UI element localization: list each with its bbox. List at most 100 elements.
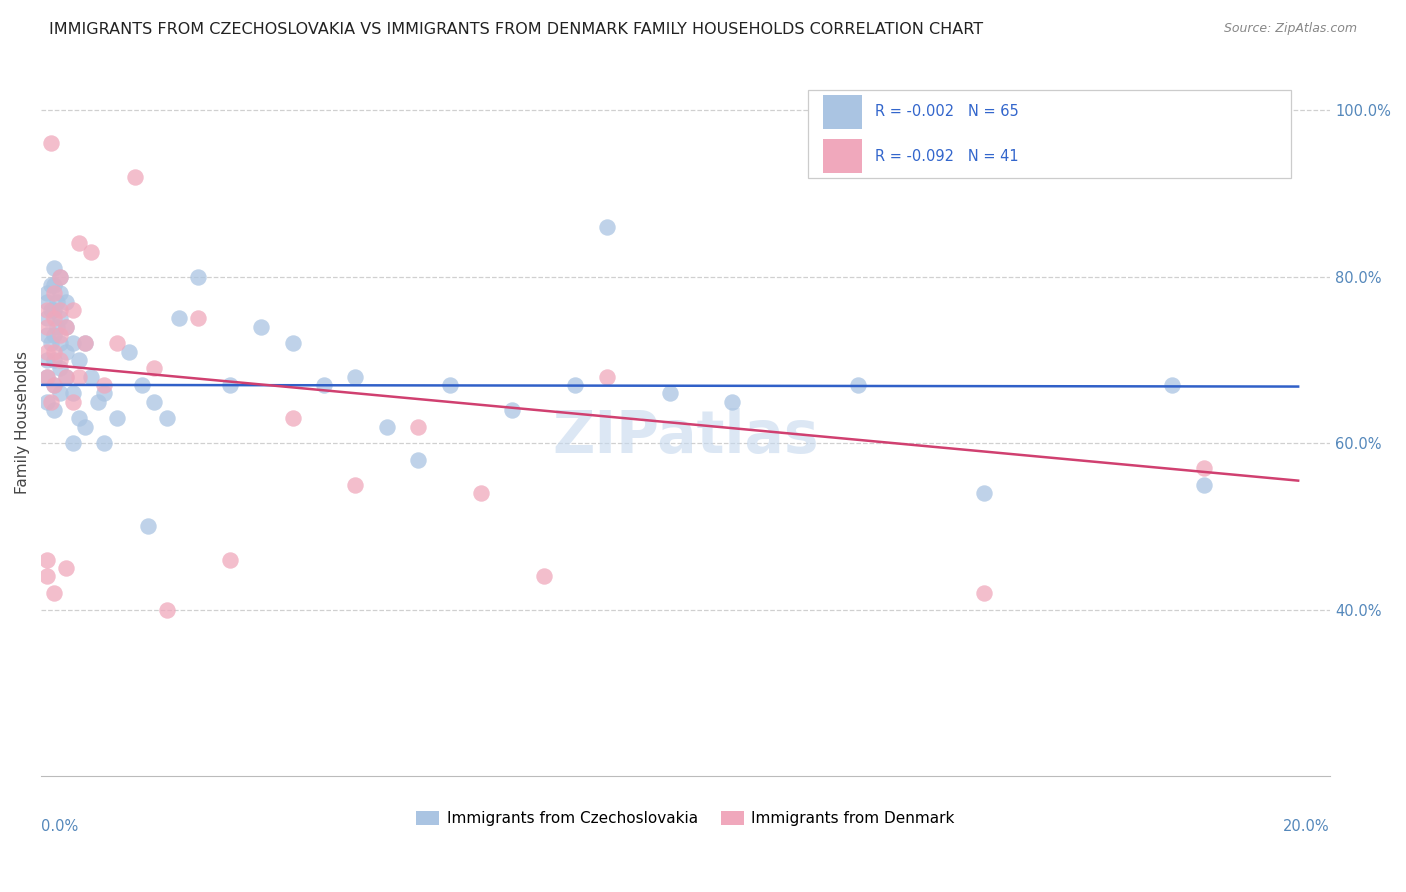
Point — [55, 369, 77, 384]
Point — [49, 302, 72, 317]
Point — [39, 136, 62, 151]
Point — [37, 394, 59, 409]
Point — [118, 344, 141, 359]
Point — [42, 286, 65, 301]
Point — [55, 294, 77, 309]
Point — [533, 569, 555, 583]
Point — [62, 386, 84, 401]
Point — [187, 269, 209, 284]
Point — [37, 319, 59, 334]
Point — [67, 236, 90, 251]
Point — [49, 352, 72, 367]
Point — [312, 377, 335, 392]
Point — [42, 261, 65, 276]
Point — [156, 411, 179, 425]
Point — [846, 377, 869, 392]
Point — [55, 369, 77, 384]
Point — [42, 311, 65, 326]
Text: 0.0%: 0.0% — [41, 819, 79, 834]
Point — [187, 311, 209, 326]
Point — [131, 377, 153, 392]
Point — [37, 369, 59, 384]
Point — [596, 219, 619, 234]
Point — [169, 311, 191, 326]
Point — [250, 319, 273, 334]
Point — [39, 336, 62, 351]
Point — [49, 361, 72, 376]
Point — [375, 419, 398, 434]
Point — [37, 294, 59, 309]
Point — [406, 419, 429, 434]
Point — [564, 377, 586, 392]
Point — [596, 369, 619, 384]
Point — [75, 336, 97, 351]
Point — [37, 344, 59, 359]
Text: R = -0.002   N = 65: R = -0.002 N = 65 — [875, 104, 1018, 120]
Point — [39, 394, 62, 409]
Point — [37, 302, 59, 317]
Text: R = -0.092   N = 41: R = -0.092 N = 41 — [875, 149, 1018, 163]
Point — [143, 361, 166, 376]
Point — [67, 411, 90, 425]
FancyBboxPatch shape — [823, 95, 862, 128]
Point — [1161, 377, 1184, 392]
Point — [37, 369, 59, 384]
Point — [62, 336, 84, 351]
Point — [45, 319, 67, 334]
Point — [80, 369, 103, 384]
Point — [62, 394, 84, 409]
Point — [42, 302, 65, 317]
Point — [281, 336, 304, 351]
Point — [39, 302, 62, 317]
Text: IMMIGRANTS FROM CZECHOSLOVAKIA VS IMMIGRANTS FROM DENMARK FAMILY HOUSEHOLDS CORR: IMMIGRANTS FROM CZECHOSLOVAKIA VS IMMIGR… — [49, 22, 983, 37]
Point — [37, 569, 59, 583]
Point — [55, 344, 77, 359]
Point — [49, 269, 72, 284]
Point — [136, 519, 159, 533]
Point — [42, 352, 65, 367]
Point — [406, 452, 429, 467]
Point — [55, 319, 77, 334]
Point — [37, 311, 59, 326]
Point — [75, 336, 97, 351]
Point — [439, 377, 461, 392]
Text: 20.0%: 20.0% — [1282, 819, 1330, 834]
Point — [67, 369, 90, 384]
Point — [55, 561, 77, 575]
Point — [344, 369, 367, 384]
Point — [49, 286, 72, 301]
Point — [62, 436, 84, 450]
Point — [973, 586, 995, 600]
Point — [93, 377, 115, 392]
Point — [75, 419, 97, 434]
Point — [658, 386, 681, 401]
Point — [721, 394, 744, 409]
Point — [218, 552, 240, 566]
Point — [470, 486, 492, 500]
Point — [49, 386, 72, 401]
Point — [67, 352, 90, 367]
Point — [502, 402, 524, 417]
Point — [49, 269, 72, 284]
Point — [105, 411, 128, 425]
Point — [143, 394, 166, 409]
Legend: Immigrants from Czechoslovakia, Immigrants from Denmark: Immigrants from Czechoslovakia, Immigran… — [411, 805, 960, 832]
Point — [37, 286, 59, 301]
Point — [86, 394, 108, 409]
Point — [37, 552, 59, 566]
Point — [62, 302, 84, 317]
Point — [42, 377, 65, 392]
Point — [156, 602, 179, 616]
Text: ZIPatlas: ZIPatlas — [553, 408, 818, 465]
Point — [42, 402, 65, 417]
Point — [42, 586, 65, 600]
Point — [93, 436, 115, 450]
Point — [218, 377, 240, 392]
Point — [344, 477, 367, 491]
Point — [42, 277, 65, 292]
Point — [55, 319, 77, 334]
Point — [105, 336, 128, 351]
Y-axis label: Family Households: Family Households — [15, 351, 30, 494]
FancyBboxPatch shape — [807, 90, 1291, 178]
Point — [37, 327, 59, 342]
